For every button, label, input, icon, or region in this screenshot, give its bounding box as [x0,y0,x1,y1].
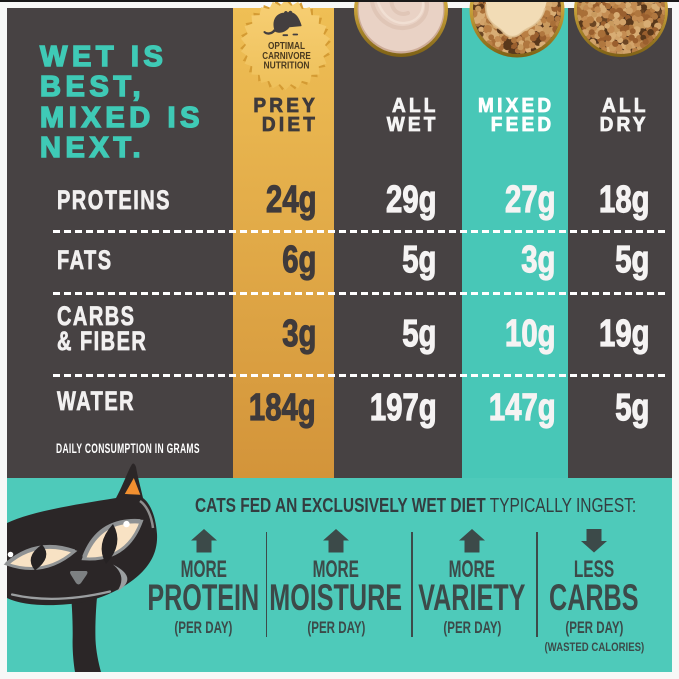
svg-text:CARNIVORE: CARNIVORE [262,51,311,62]
svg-text:NUTRITION: NUTRITION [264,61,310,72]
svg-text:OPTIMAL: OPTIMAL [268,41,305,52]
